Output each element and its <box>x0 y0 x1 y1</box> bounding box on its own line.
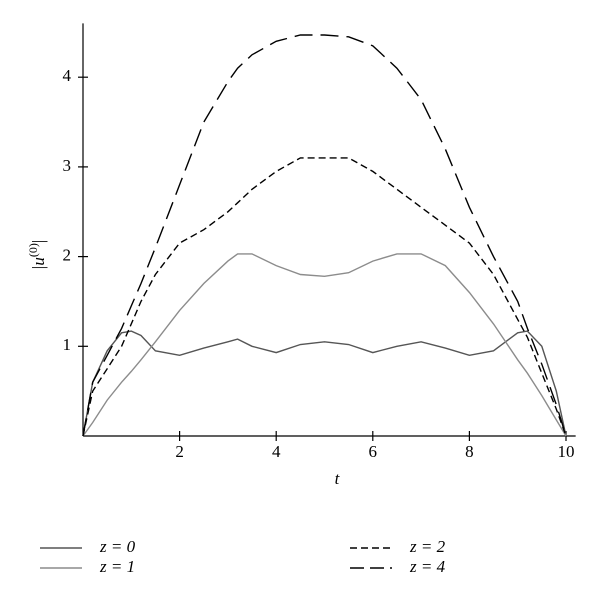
y-tick-label: 3 <box>63 156 72 175</box>
series-line <box>82 157 567 437</box>
y-tick-label: 2 <box>63 246 72 265</box>
x-tick-label: 6 <box>369 442 378 461</box>
legend-label: z = 1 <box>99 557 135 576</box>
x-tick-label: 10 <box>558 442 575 461</box>
y-label-end: | <box>29 240 48 243</box>
series-line <box>82 253 567 437</box>
y-label-base: |u <box>29 257 48 270</box>
x-tick-label: 2 <box>175 442 184 461</box>
series-line <box>82 34 567 437</box>
legend-label: z = 0 <box>99 537 136 556</box>
y-tick-label: 4 <box>63 66 72 85</box>
legend-label: z = 2 <box>409 537 446 556</box>
y-axis-label: |u(0)| <box>26 240 48 271</box>
legend-label: z = 4 <box>409 557 446 576</box>
x-tick-label: 8 <box>465 442 474 461</box>
x-axis-label: t <box>335 469 341 488</box>
y-label-sup: (0) <box>26 243 40 257</box>
x-tick-label: 4 <box>272 442 281 461</box>
y-tick-label: 1 <box>63 335 72 354</box>
series-line <box>82 330 567 437</box>
